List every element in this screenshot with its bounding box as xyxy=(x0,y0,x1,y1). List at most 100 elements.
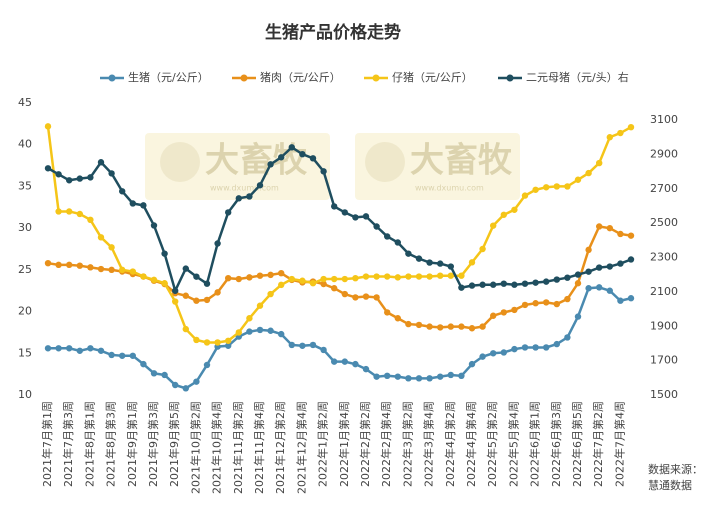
legend-label: 二元母猪（元/头）右 xyxy=(526,70,629,84)
data-point xyxy=(553,183,560,190)
x-tick-label: 2022年7月第4周 xyxy=(612,401,626,487)
data-point xyxy=(320,275,327,283)
data-point xyxy=(246,274,253,281)
data-point xyxy=(352,275,359,282)
data-point xyxy=(97,347,105,354)
x-tick-label: 2022年6月第1周 xyxy=(528,401,542,487)
data-point xyxy=(288,275,295,283)
series-line xyxy=(47,145,632,295)
data-point xyxy=(373,373,380,380)
y2-tick-label: 1900 xyxy=(650,319,678,332)
y2-tick-label: 1700 xyxy=(650,354,678,367)
data-point xyxy=(532,300,539,307)
legend-marker xyxy=(108,74,116,82)
data-point xyxy=(468,360,476,368)
x-tick-label: 2022年5月第4周 xyxy=(506,401,520,487)
data-point xyxy=(511,345,518,353)
data-point xyxy=(415,321,423,329)
data-point xyxy=(352,360,359,368)
data-point xyxy=(362,213,370,220)
y2-tick-label: 2700 xyxy=(650,182,678,195)
data-point xyxy=(108,244,115,251)
data-point xyxy=(394,239,401,246)
data-point xyxy=(373,294,380,301)
data-point xyxy=(606,287,613,294)
data-point xyxy=(596,264,603,271)
data-point xyxy=(606,134,613,141)
data-point xyxy=(341,275,348,283)
x-tick-label: 2021年11月第4周 xyxy=(252,401,266,494)
data-point xyxy=(458,284,465,291)
watermark-text: 大畜牧 xyxy=(410,141,513,181)
data-point xyxy=(490,222,497,229)
data-point xyxy=(543,184,550,191)
data-point xyxy=(468,282,476,289)
data-point xyxy=(458,372,465,380)
data-point xyxy=(384,273,391,280)
x-tick-label: 2022年4月第4周 xyxy=(464,401,478,487)
x-tick-label: 2021年8月第1周 xyxy=(82,401,96,487)
data-point xyxy=(362,293,370,300)
data-point xyxy=(627,256,635,263)
data-point xyxy=(532,344,539,351)
data-point xyxy=(426,259,433,266)
data-point xyxy=(119,188,126,195)
data-point xyxy=(362,365,370,373)
data-point xyxy=(341,209,348,216)
data-point xyxy=(627,232,635,239)
data-point xyxy=(415,255,423,262)
data-point xyxy=(468,325,476,332)
data-point xyxy=(564,274,571,281)
data-point xyxy=(574,271,582,278)
data-point xyxy=(256,302,264,309)
data-point xyxy=(596,159,603,167)
data-point xyxy=(617,297,624,304)
legend-marker xyxy=(506,74,514,82)
data-point xyxy=(76,347,84,354)
watermark-url: www.dxumu.com xyxy=(415,184,484,193)
data-point xyxy=(585,246,592,254)
chart-title: 生猪产品价格走势 xyxy=(265,22,401,43)
data-point xyxy=(585,285,592,292)
data-point xyxy=(426,323,433,330)
data-point xyxy=(331,358,338,365)
data-point xyxy=(161,280,168,287)
data-point xyxy=(606,263,613,270)
data-point xyxy=(182,385,189,392)
data-point xyxy=(373,223,380,230)
data-point xyxy=(66,208,73,215)
data-point xyxy=(479,245,486,253)
data-point xyxy=(97,234,105,241)
data-point xyxy=(574,313,582,320)
data-point xyxy=(500,280,507,287)
data-point xyxy=(384,233,391,240)
data-point xyxy=(447,263,454,270)
data-point xyxy=(150,276,158,284)
data-point xyxy=(362,273,370,280)
data-point xyxy=(479,323,486,330)
data-point xyxy=(55,345,62,352)
data-point xyxy=(394,274,401,281)
data-point xyxy=(87,345,94,352)
data-point xyxy=(405,273,412,280)
data-point xyxy=(500,211,507,218)
data-point xyxy=(394,315,401,322)
data-point xyxy=(521,192,529,199)
data-point xyxy=(214,240,221,247)
data-point xyxy=(225,275,232,282)
data-point xyxy=(299,277,306,284)
data-point xyxy=(225,337,232,344)
data-point xyxy=(437,272,444,279)
data-point xyxy=(76,262,84,269)
data-point xyxy=(161,250,168,257)
legend-marker xyxy=(240,74,248,82)
data-point xyxy=(331,203,338,210)
data-point xyxy=(479,281,486,288)
data-point xyxy=(140,360,147,368)
data-point xyxy=(490,350,497,357)
data-point xyxy=(203,280,211,287)
data-point xyxy=(172,287,179,294)
data-point xyxy=(373,273,380,280)
x-tick-label: 2021年11月第2周 xyxy=(231,401,245,494)
data-point xyxy=(256,272,264,279)
